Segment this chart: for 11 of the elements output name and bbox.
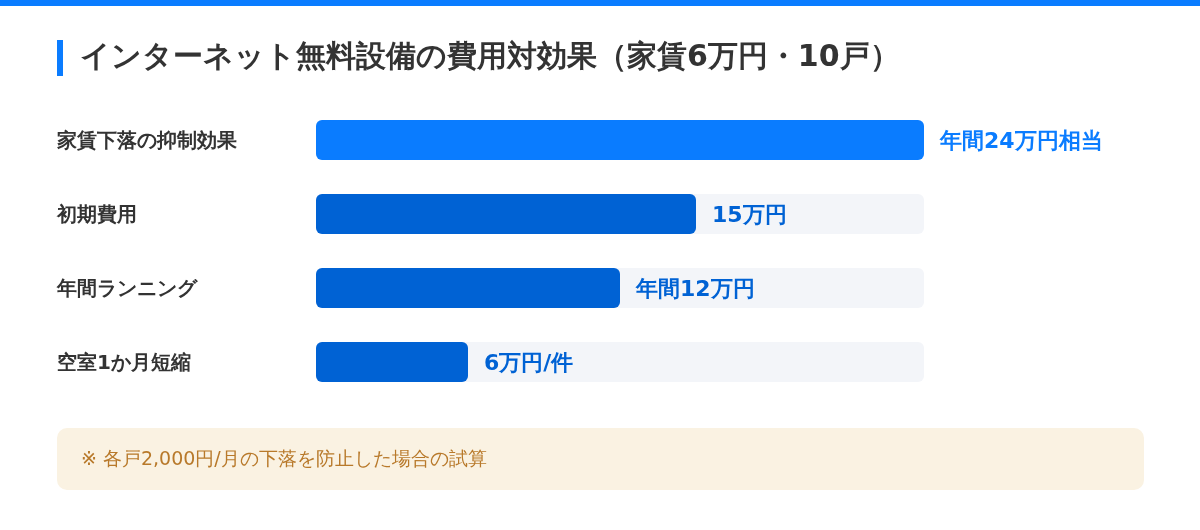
y-tick-label: 初期費用: [56, 202, 137, 226]
bar: [316, 342, 468, 382]
data-label: 年間24万円相当: [939, 128, 1103, 153]
text: ※ 各戸2,000円/月の下落を防止した場合の試算: [57, 428, 1144, 490]
y-tick-label: 空室1か月短縮: [57, 350, 191, 374]
y-tick-label: 年間ランニング: [56, 276, 198, 300]
data-label: 15万円: [712, 202, 787, 227]
data-label: 年間12万円: [635, 276, 755, 301]
y-tick-label: 家賃下落の抑制効果: [56, 128, 238, 152]
chart-title: インターネット無料設備の費用対効果（家賃6万円・10戸）: [80, 37, 900, 75]
data-label: 6万円/件: [484, 350, 574, 375]
